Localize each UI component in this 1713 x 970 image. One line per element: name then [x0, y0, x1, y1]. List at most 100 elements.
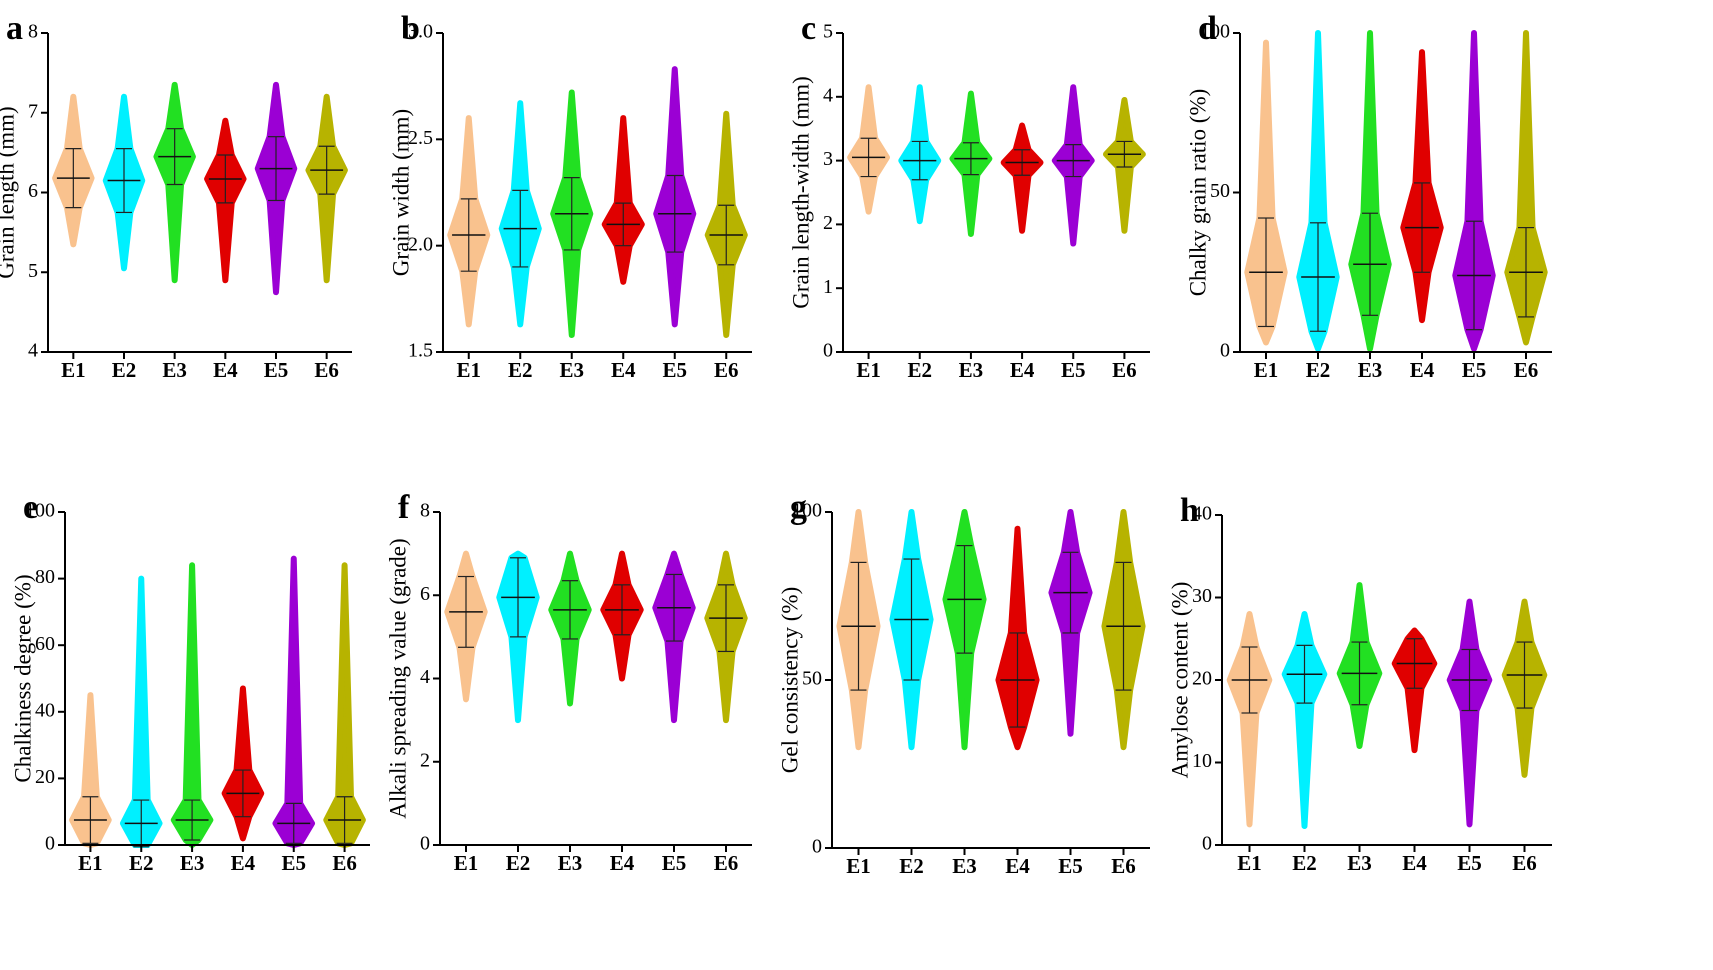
y-tick-label: 8	[420, 500, 430, 522]
x-tick-label: E4	[1402, 851, 1427, 875]
panel: d Chalky grain ratio (%) 0 50 100 E1 E2 E3 E4 E5 E…	[1185, 10, 1552, 382]
x-tick-label: E4	[611, 358, 636, 382]
y-tick-label: 2	[420, 749, 430, 771]
panel-label: d	[1198, 10, 1217, 47]
x-tick-label: E4	[610, 851, 635, 875]
x-tick-label: E6	[332, 851, 357, 875]
x-tick-label: E4	[1410, 358, 1435, 382]
panel-label: h	[1180, 492, 1199, 529]
swarm	[1452, 30, 1496, 352]
panel: h Amylose content (%) 0 10 20 30 40 E1 E2 E3 E4 E5 E…	[1167, 492, 1552, 875]
y-tick-label: 30	[1192, 585, 1212, 607]
y-tick-label: 6	[420, 583, 430, 605]
x-tick-label: E2	[112, 358, 137, 382]
y-tick-label: 10	[1192, 750, 1212, 772]
x-tick-label: E1	[61, 358, 86, 382]
swarm	[1226, 611, 1273, 828]
y-axis-label: Gel consistency (%)	[777, 587, 802, 774]
y-tick-label: 80	[35, 566, 55, 588]
panel: g Gel consistency (%) 0 50 100 E1 E2 E3 E4 E5 E6	[777, 489, 1150, 878]
swarm	[1391, 627, 1438, 754]
panel-label: f	[398, 489, 410, 526]
y-tick-label: 50	[1210, 180, 1230, 202]
y-tick-label: 60	[35, 633, 55, 655]
y-tick-label: 40	[35, 699, 55, 721]
x-tick-label: E6	[1112, 358, 1137, 382]
y-tick-label: 1	[823, 276, 833, 298]
x-tick-label: E6	[314, 358, 339, 382]
swarm	[1281, 611, 1328, 830]
panel: c Grain length-width (mm) 0 1 2 3 4 5 E1 E2 E3 E4 E5…	[788, 10, 1150, 382]
y-tick-label: 2.0	[408, 233, 433, 255]
panel-label: g	[790, 489, 807, 526]
x-tick-label: E1	[1254, 358, 1279, 382]
y-tick-label: 20	[35, 766, 55, 788]
y-axis-label: Chalky grain ratio (%)	[1185, 89, 1210, 297]
swarm	[1504, 30, 1548, 346]
x-tick-label: E5	[1457, 851, 1482, 875]
x-tick-label: E1	[856, 358, 881, 382]
x-tick-label: E2	[129, 851, 154, 875]
y-axis-label: Chalkiness degree (%)	[10, 574, 35, 782]
y-tick-label: 100	[792, 500, 822, 522]
x-tick-label: E5	[1058, 854, 1083, 878]
y-tick-label: 7	[28, 100, 38, 122]
y-tick-label: 0	[1202, 833, 1212, 855]
y-tick-label: 0	[812, 836, 822, 858]
y-tick-label: 5	[823, 21, 833, 43]
x-tick-label: E5	[264, 358, 289, 382]
y-axis-label: Grain length-width (mm)	[788, 76, 813, 309]
swarm	[1244, 39, 1288, 346]
panel-label: a	[6, 10, 23, 47]
y-tick-label: 0	[420, 833, 430, 855]
x-tick-label: E4	[1010, 358, 1035, 382]
swarm	[1296, 30, 1340, 352]
y-tick-label: 20	[1192, 668, 1212, 690]
x-tick-label: E2	[899, 854, 924, 878]
x-tick-label: E3	[1347, 851, 1372, 875]
x-tick-label: E1	[456, 358, 481, 382]
x-tick-label: E3	[180, 851, 205, 875]
y-axis-label: Grain width (mm)	[388, 109, 413, 276]
panel-label: e	[23, 489, 38, 526]
y-tick-label: 100	[25, 500, 55, 522]
swarm	[1000, 122, 1044, 234]
y-tick-label: 0	[1220, 340, 1230, 362]
y-tick-label: 4	[823, 84, 833, 106]
panel-label: b	[401, 10, 420, 47]
x-tick-label: E6	[1111, 854, 1136, 878]
y-axis-label: Alkali spreading value (grade)	[385, 538, 410, 818]
x-tick-label: E3	[558, 851, 583, 875]
x-tick-label: E5	[281, 851, 306, 875]
y-tick-label: 2.5	[408, 127, 433, 149]
x-tick-label: E3	[559, 358, 584, 382]
x-tick-label: E6	[714, 851, 739, 875]
x-tick-label: E6	[1512, 851, 1537, 875]
swarm	[1446, 598, 1493, 828]
x-tick-label: E1	[846, 854, 871, 878]
x-tick-label: E5	[1462, 358, 1487, 382]
panel-label: c	[801, 10, 816, 47]
y-tick-label: 4	[420, 666, 430, 688]
x-tick-label: E6	[714, 358, 739, 382]
x-tick-label: E3	[162, 358, 187, 382]
x-tick-label: E4	[231, 851, 256, 875]
y-tick-label: 3.0	[408, 21, 433, 43]
y-tick-label: 0	[45, 833, 55, 855]
x-tick-label: E1	[454, 851, 479, 875]
y-tick-label: 2	[823, 212, 833, 234]
y-tick-label: 1.5	[408, 340, 433, 362]
x-tick-label: E3	[959, 358, 984, 382]
y-tick-label: 8	[28, 21, 38, 43]
x-tick-label: E6	[1514, 358, 1539, 382]
panel: e Chalkiness degree (%) 0 20 40 60 80 100 E1 E2 E3…	[10, 489, 370, 875]
swarm	[272, 555, 316, 848]
y-tick-label: 4	[28, 340, 38, 362]
y-tick-label: 6	[28, 180, 38, 202]
x-tick-label: E4	[1005, 854, 1030, 878]
y-tick-label: 50	[802, 668, 822, 690]
x-tick-label: E4	[213, 358, 238, 382]
x-tick-label: E3	[1358, 358, 1383, 382]
y-tick-label: 5	[28, 260, 38, 282]
swarm	[1348, 30, 1392, 352]
